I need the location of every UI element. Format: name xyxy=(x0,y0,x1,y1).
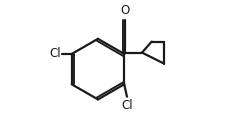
Text: Cl: Cl xyxy=(50,47,61,60)
Text: O: O xyxy=(120,4,129,17)
Text: Cl: Cl xyxy=(121,99,133,112)
